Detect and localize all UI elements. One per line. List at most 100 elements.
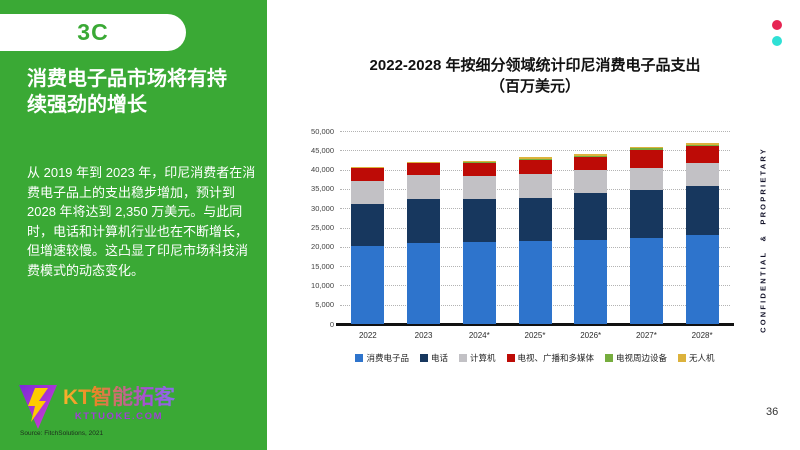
source-note: Source: FitchSolutions, 2021 bbox=[20, 430, 104, 437]
bar-segment bbox=[407, 175, 441, 199]
bar-segment bbox=[574, 156, 608, 157]
legend-swatch bbox=[678, 354, 687, 362]
confidential-label: CONFIDENTIAL & PROPRIETARY bbox=[758, 147, 768, 333]
y-tick-label: 20,000 bbox=[311, 242, 334, 252]
y-tick-label: 0 bbox=[329, 319, 334, 329]
legend-label: 电话 bbox=[430, 353, 448, 363]
bar-segment bbox=[685, 143, 719, 145]
legend-label: 计算机 bbox=[469, 353, 496, 363]
y-tick-label: 25,000 bbox=[311, 223, 334, 232]
bar-segment bbox=[685, 146, 719, 163]
legend-item: 电视周边设备 bbox=[605, 352, 667, 364]
bar-segment bbox=[629, 190, 663, 238]
bar-segment bbox=[685, 235, 719, 324]
bar-segment bbox=[407, 243, 441, 324]
chart-title: 2022-2028 年按细分领域统计印尼消费电子品支出 （百万美元） bbox=[310, 55, 760, 97]
y-tick-label: 50,000 bbox=[311, 126, 334, 136]
legend-item: 无人机 bbox=[678, 352, 715, 364]
bar-segment bbox=[629, 238, 663, 324]
legend-label: 电视周边设备 bbox=[616, 353, 668, 363]
bar-segment bbox=[351, 168, 385, 181]
bar-segment bbox=[407, 162, 441, 163]
y-tick-label: 5,000 bbox=[315, 300, 334, 310]
x-tick-label: 2028* bbox=[691, 331, 713, 340]
x-tick-label: 2023 bbox=[414, 331, 433, 340]
legend-swatch bbox=[506, 354, 515, 362]
bar-segment bbox=[574, 193, 608, 240]
chart: 0 5,000 10,000 15,000 20,000 25,000 30,000 35,0… bbox=[311, 127, 734, 340]
bar-segment bbox=[685, 145, 719, 146]
bar-segment bbox=[629, 148, 663, 150]
bar-segment bbox=[574, 170, 608, 193]
y-tick-label: 10,000 bbox=[311, 280, 334, 290]
bar-segment bbox=[574, 154, 608, 156]
legend-swatch bbox=[419, 354, 428, 362]
sidebar-title: 消费电子品市场将有持续强劲的增长 bbox=[27, 68, 227, 116]
bar-segment bbox=[574, 157, 608, 170]
legend-item: 电视、广播和多媒体 bbox=[506, 352, 595, 364]
legend-swatch bbox=[458, 354, 467, 362]
chart-title-line1: 2022-2028 年按细分领域统计印尼消费电子品支出 bbox=[369, 57, 701, 74]
bar-segment bbox=[462, 242, 496, 324]
bar-segment bbox=[351, 204, 385, 246]
bar-segment bbox=[518, 157, 552, 159]
sidebar-body-text: 从 2019 年到 2023 年，印尼消费者在消费电子品上的支出稳步增加，预计到… bbox=[27, 165, 256, 278]
legend-label: 消费电子品 bbox=[366, 353, 409, 363]
legend-item: 消费电子品 bbox=[355, 352, 409, 364]
bar-segment bbox=[518, 241, 552, 324]
section-badge: 3C bbox=[0, 14, 186, 51]
bar-segment bbox=[629, 150, 663, 168]
plot-area: 0 5,000 10,000 15,000 20,000 25,000 30,000 35,0… bbox=[311, 127, 734, 340]
x-tick-label: 2022 bbox=[358, 331, 377, 340]
bar-segment bbox=[518, 159, 552, 160]
page-number: 36 bbox=[766, 406, 779, 418]
legend-item: 电话 bbox=[419, 352, 448, 364]
bar-segment bbox=[407, 199, 441, 243]
legend-label: 电视、广播和多媒体 bbox=[517, 353, 595, 363]
bar-segment bbox=[462, 176, 496, 199]
legend-swatch bbox=[355, 354, 364, 362]
bar-segment bbox=[629, 168, 663, 190]
x-tick-label: 2027* bbox=[635, 331, 657, 340]
x-tick-label: 2026* bbox=[580, 331, 602, 340]
bar-segment bbox=[685, 163, 719, 186]
y-tick-label: 45,000 bbox=[311, 145, 334, 155]
lightning-bolt-icon bbox=[19, 385, 57, 429]
bar-segment bbox=[351, 181, 385, 204]
legend-item: 计算机 bbox=[458, 352, 496, 364]
bar-segment bbox=[518, 198, 552, 241]
sidebar: 3C 消费电子品市场将有持续强劲的增长 从 2019 年到 2023 年，印尼消… bbox=[0, 0, 267, 450]
bar-segment bbox=[462, 162, 496, 163]
chart-title-line2: （百万美元） bbox=[489, 78, 580, 95]
decor-dot-red bbox=[772, 20, 782, 30]
gridline bbox=[340, 131, 730, 132]
x-tick-label: 2025* bbox=[524, 331, 546, 340]
bar-segment bbox=[462, 199, 496, 242]
bar-segment bbox=[518, 160, 552, 174]
logo-name: KT智能拓客 bbox=[63, 386, 175, 409]
x-axis-line bbox=[336, 323, 734, 326]
y-tick-label: 35,000 bbox=[311, 184, 334, 194]
y-tick-label: 40,000 bbox=[311, 165, 334, 175]
gridline bbox=[340, 150, 730, 152]
y-tick-label: 30,000 bbox=[311, 203, 334, 213]
bar-segment bbox=[351, 246, 385, 324]
bar-segment bbox=[574, 240, 608, 324]
logo-domain: KTTUOKE.COM bbox=[74, 411, 164, 423]
bar-segment bbox=[351, 167, 385, 168]
bar-segment bbox=[685, 186, 719, 235]
bar-segment bbox=[518, 174, 552, 198]
y-tick-label: 15,000 bbox=[311, 261, 334, 271]
legend-swatch bbox=[605, 354, 614, 362]
bar-segment bbox=[462, 163, 496, 176]
logo-text-block: KT智能拓客 KTTUOKE.COM bbox=[63, 384, 175, 422]
bar-segment bbox=[629, 147, 663, 148]
bar-segment bbox=[407, 163, 441, 175]
bar-segment bbox=[462, 161, 496, 162]
company-logo: KT智能拓客 KTTUOKE.COM bbox=[18, 384, 175, 430]
decor-dot-cyan bbox=[772, 36, 782, 46]
chart-legend: 消费电子品 电话 计算机 电视、广播和多媒体 电视周边设备 无人机 bbox=[325, 352, 745, 364]
x-tick-label: 2024* bbox=[468, 331, 490, 340]
section-badge-label: 3C bbox=[77, 19, 109, 45]
legend-label: 无人机 bbox=[689, 353, 715, 363]
